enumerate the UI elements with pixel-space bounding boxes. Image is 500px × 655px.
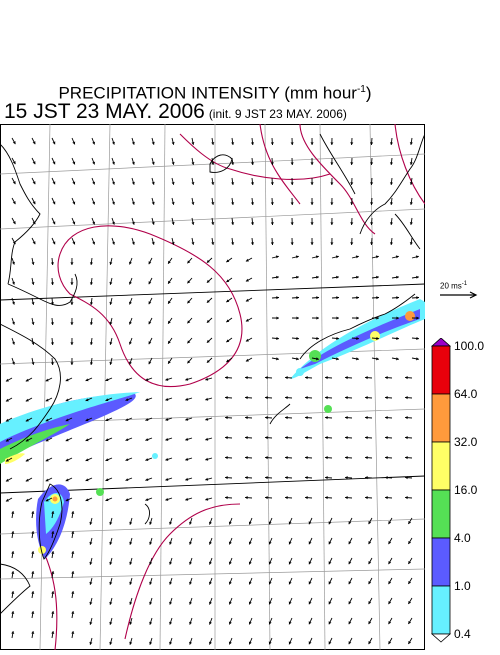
colorbar-level-label: 4.0 — [454, 532, 471, 544]
colorbar-segment — [432, 346, 450, 394]
valid-time: 15 JST 23 MAY. 2006 — [4, 100, 205, 123]
colorbar-legend: 100.0 64.0 32.0 16.0 4.0 1.0 0.4 — [430, 338, 500, 650]
colorbar-level-label: 0.4 — [454, 628, 471, 640]
title-close: ) — [366, 84, 372, 103]
colorbar-segment — [432, 490, 450, 538]
colorbar-segment — [432, 538, 450, 586]
colorbar-max-triangle — [432, 338, 450, 346]
colorbar-level-label: 64.0 — [454, 388, 477, 400]
map-canvas — [0, 124, 425, 650]
colorbar-scale — [430, 338, 452, 650]
colorbar-segment — [432, 442, 450, 490]
colorbar-min-triangle — [432, 634, 450, 642]
time-line: 15 JST 23 MAY. 2006 (init. 9 JST 23 MAY. … — [4, 100, 347, 126]
title-unit-exponent: -1 — [357, 84, 366, 95]
colorbar-segment — [432, 394, 450, 442]
map-panel — [0, 124, 425, 650]
init-time: (init. 9 JST 23 MAY. 2006) — [209, 107, 347, 121]
reference-arrow-icon — [434, 281, 500, 305]
colorbar-level-label: 16.0 — [454, 484, 477, 496]
colorbar-level-label: 100.0 — [454, 340, 484, 352]
colorbar-level-label: 32.0 — [454, 436, 477, 448]
colorbar-level-label: 1.0 — [454, 580, 471, 592]
reference-vector: 20 ms-1 — [434, 281, 500, 305]
colorbar-segment — [432, 586, 450, 634]
